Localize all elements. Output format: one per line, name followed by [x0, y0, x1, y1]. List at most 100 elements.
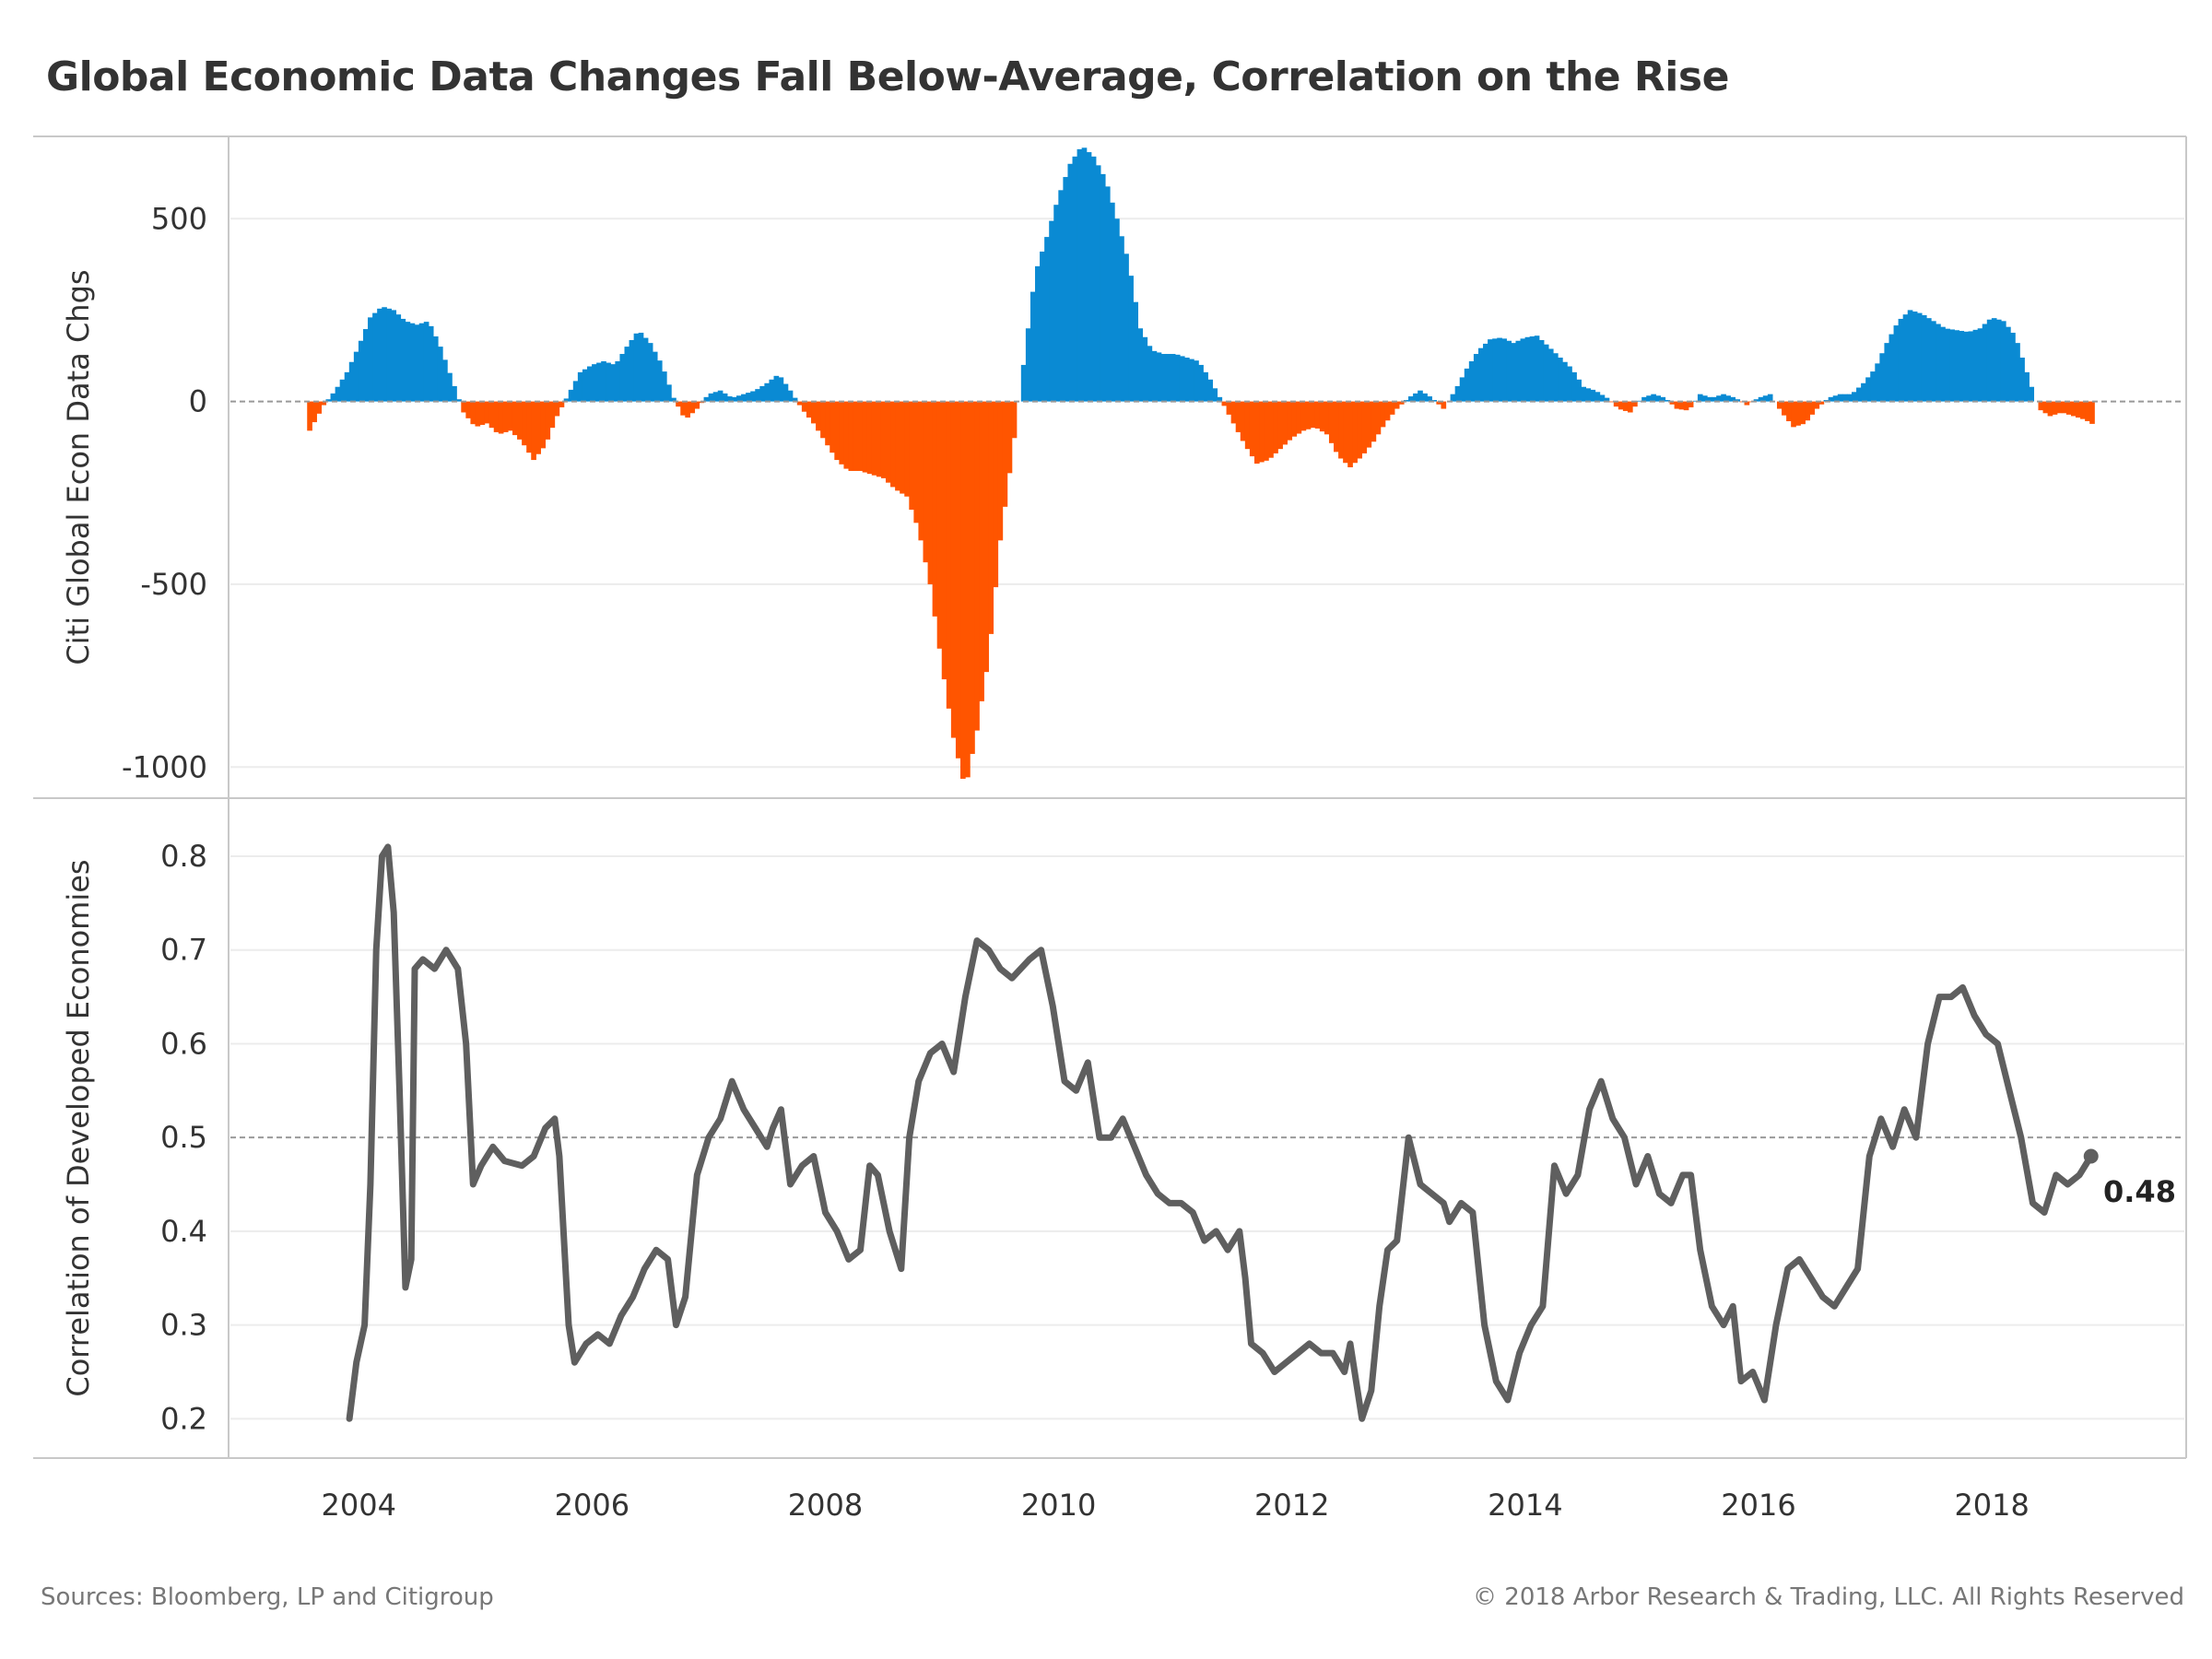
econ-bar	[1837, 394, 1843, 402]
econ-bar	[2038, 401, 2044, 411]
econ-bar	[1090, 156, 1097, 402]
econ-bar	[904, 401, 910, 497]
econ-bar	[1902, 314, 1909, 402]
econ-bar	[1277, 401, 1283, 450]
econ-bar	[1160, 354, 1167, 402]
econ-bar	[1291, 401, 1298, 437]
econ-bar	[475, 401, 481, 427]
econ-bar	[1492, 338, 1498, 402]
econ-bar	[1641, 396, 1647, 402]
econ-bar	[596, 362, 602, 402]
econ-bar	[1413, 393, 1418, 402]
econ-bar	[1786, 401, 1792, 422]
econ-bar	[1040, 251, 1045, 402]
econ-bar	[1627, 401, 1633, 413]
econ-bar	[1011, 401, 1018, 439]
econ-bar	[1594, 392, 1601, 402]
econ-bar	[1501, 338, 1507, 402]
econ-bar	[1264, 401, 1269, 461]
econ-bar	[321, 401, 327, 406]
econ-bar	[1124, 253, 1129, 402]
econ-bar	[488, 401, 495, 429]
econ-bar	[834, 401, 840, 461]
econ-bar	[974, 401, 980, 731]
econ-bar	[1879, 353, 1886, 402]
econ-bar	[1562, 361, 1568, 402]
econ-bar	[666, 384, 672, 402]
econ-bar	[1925, 318, 1932, 402]
econ-bar	[1968, 331, 1974, 402]
bottom-y-tick: 0.2	[160, 1401, 207, 1436]
econ-bar	[1776, 401, 1783, 409]
econ-bar	[1198, 364, 1204, 402]
econ-bar	[862, 401, 868, 473]
econ-bar	[1384, 401, 1391, 421]
econ-bar	[461, 401, 466, 413]
econ-bar	[1982, 324, 1988, 402]
econ-bar	[1086, 152, 1092, 402]
econ-bar	[717, 390, 724, 402]
bottom-y-tick: 0.4	[160, 1214, 207, 1249]
econ-bar	[1912, 312, 1918, 402]
econ-bar	[843, 401, 850, 469]
econ-bar	[479, 401, 486, 425]
econ-bar	[913, 401, 920, 524]
econ-bar	[708, 393, 714, 402]
econ-bar	[1986, 319, 1993, 402]
econ-bar	[1357, 401, 1363, 459]
econ-bar	[1515, 340, 1522, 402]
econ-bar	[592, 364, 597, 402]
econ-bar	[1282, 401, 1288, 445]
econ-bar	[1244, 401, 1251, 450]
econ-bar	[1398, 401, 1405, 405]
econ-bar	[498, 401, 504, 434]
econ-bar	[806, 401, 812, 418]
top-y-axis-label: Citi Global Econ Data Chgs	[61, 269, 96, 665]
bottom-y-tick: 0.3	[160, 1308, 207, 1343]
econ-bar	[344, 371, 350, 402]
econ-bar	[1427, 396, 1432, 402]
econ-bar	[736, 395, 742, 402]
econ-bar	[465, 401, 472, 418]
econ-bar	[1030, 291, 1036, 402]
econ-bar	[661, 371, 667, 402]
econ-bar	[759, 385, 765, 402]
econ-bar	[339, 379, 346, 402]
econ-bar	[549, 401, 556, 429]
econ-bar	[1067, 163, 1074, 402]
econ-bar	[1189, 359, 1194, 402]
econ-bar	[414, 324, 420, 402]
econ-bar	[1977, 328, 1983, 402]
econ-bar	[764, 382, 771, 402]
econ-bar	[1552, 353, 1559, 402]
econ-bar	[1375, 401, 1382, 435]
econ-bar	[633, 333, 640, 402]
econ-bar	[638, 333, 644, 402]
econ-bar	[1856, 387, 1862, 402]
econ-bar	[2006, 326, 2011, 402]
econ-bar	[1622, 401, 1629, 411]
econ-bar	[932, 401, 938, 617]
econ-bar	[1888, 334, 1895, 402]
econ-bar	[1104, 186, 1111, 402]
econ-bar	[680, 401, 686, 416]
econ-bar	[1347, 401, 1353, 467]
econ-bar	[787, 390, 794, 402]
econ-bar	[1156, 352, 1162, 402]
econ-bar	[1371, 401, 1377, 442]
econ-bar	[1077, 148, 1083, 402]
econ-bar	[1931, 321, 1936, 402]
econ-bar	[2085, 401, 2090, 421]
econ-bar	[671, 397, 677, 402]
econ-bar	[1328, 401, 1335, 443]
econ-bar	[773, 375, 780, 402]
x-tick: 2006	[555, 1488, 629, 1523]
econ-bar	[712, 392, 719, 402]
econ-bar	[335, 386, 341, 402]
econ-bar	[997, 401, 1004, 541]
econ-bar	[1558, 358, 1563, 402]
econ-bar	[1585, 388, 1592, 402]
econ-bar	[377, 308, 382, 402]
econ-bar	[1576, 379, 1582, 402]
